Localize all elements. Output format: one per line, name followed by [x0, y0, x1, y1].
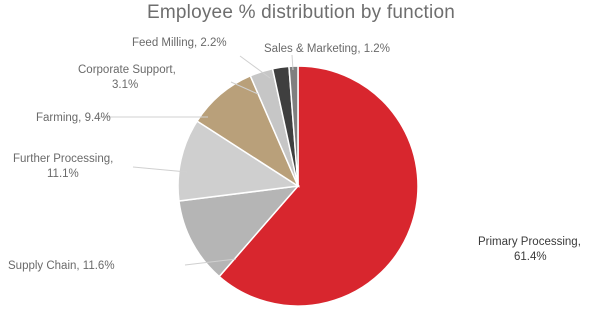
leader-line-sales-marketing: [291, 54, 294, 71]
slices-layer: [177, 65, 419, 307]
data-label-line: 11.1%: [47, 168, 79, 180]
data-label-farming: Farming, 9.4%: [36, 112, 111, 124]
data-label-line: Primary Processing,: [478, 236, 581, 248]
data-label-line: Feed Milling, 2.2%: [132, 37, 227, 49]
chart-title: Employee % distribution by function: [147, 2, 455, 23]
data-label-line: 61.4%: [514, 251, 547, 263]
data-label-line: 3.1%: [112, 79, 138, 91]
pie-slice-primary-processing: [218, 65, 419, 307]
leader-line-feed-milling: [239, 55, 271, 79]
data-label-feed-milling: Feed Milling, 2.2%: [132, 37, 227, 49]
pie-slice-supply-chain: [178, 185, 300, 278]
pie-slice-sales-marketing: [288, 65, 299, 187]
data-label-line: Sales & Marketing, 1.2%: [264, 43, 390, 55]
leader-line-further-processing: [132, 166, 188, 173]
data-label-line: Farming, 9.4%: [36, 112, 111, 124]
pie-slice-further-processing: [177, 120, 301, 202]
data-label-line: Supply Chain, 11.6%: [8, 260, 115, 272]
leader-line-corporate-support: [230, 81, 259, 95]
data-label-supply-chain: Supply Chain, 11.6%: [8, 260, 115, 272]
leader-lines-layer: [97, 54, 294, 266]
data-label-primary-processing: Primary Processing, 61.4%: [478, 236, 581, 263]
labels-layer: Primary Processing, 61.4% Supply Chain, 11…: [8, 37, 581, 272]
data-label-line: Further Processing,: [13, 153, 113, 165]
data-label-sales-marketing: Sales & Marketing, 1.2%: [264, 43, 390, 55]
data-label-further-processing: Further Processing, 11.1%: [13, 153, 113, 180]
data-label-line: Corporate Support,: [78, 64, 176, 76]
data-label-corporate-support: Corporate Support, 3.1%: [78, 64, 176, 91]
leader-line-supply-chain: [184, 258, 237, 266]
